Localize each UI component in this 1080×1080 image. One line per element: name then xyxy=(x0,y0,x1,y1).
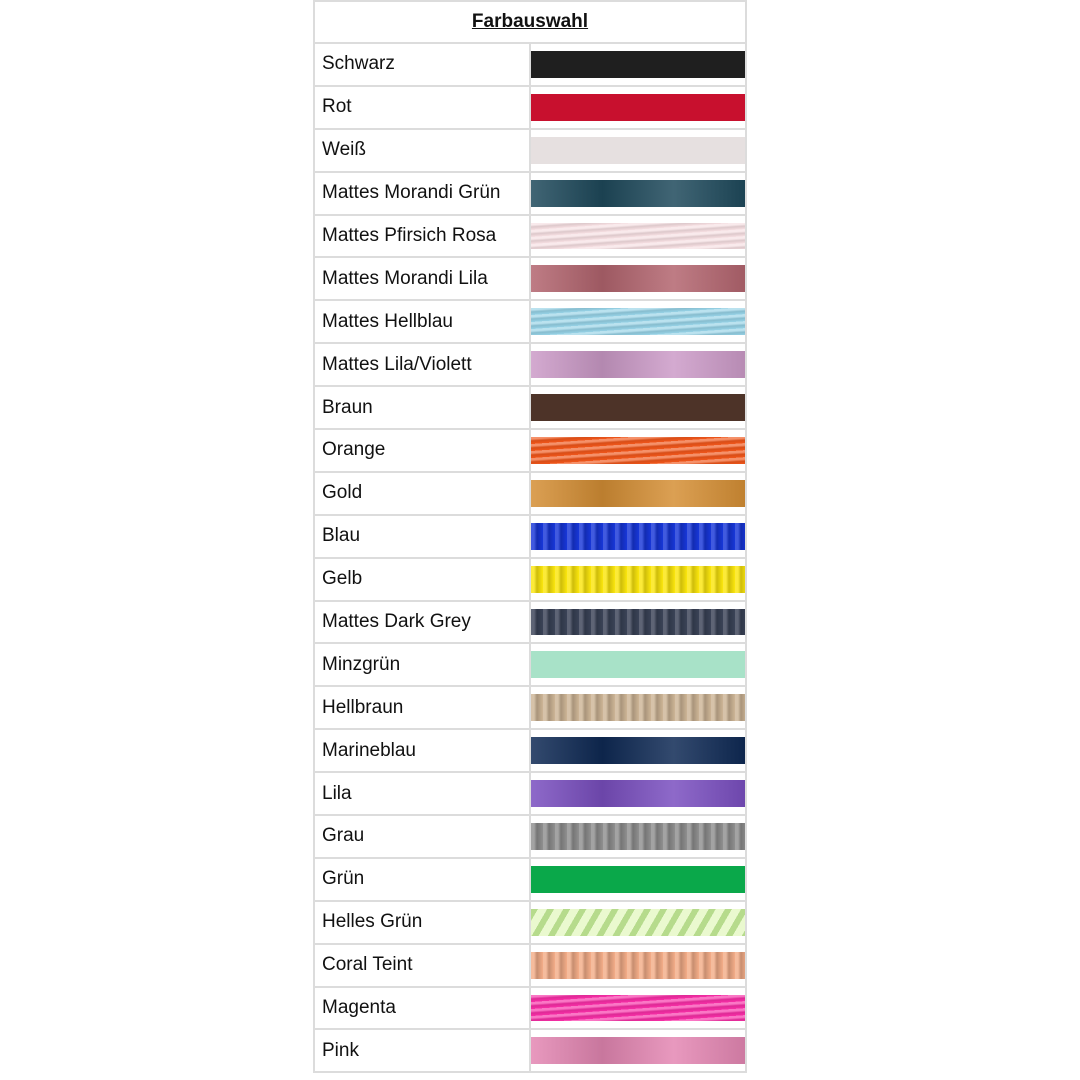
color-swatch xyxy=(531,136,745,164)
color-row: Blau xyxy=(313,513,747,559)
color-swatch-cell xyxy=(529,299,747,345)
color-swatch xyxy=(531,651,745,679)
color-swatch-cell xyxy=(529,942,747,988)
color-swatch xyxy=(531,179,745,207)
color-swatch-cell xyxy=(529,899,747,945)
color-swatch-cell xyxy=(529,42,747,87)
color-row: Coral Teint xyxy=(313,942,747,988)
color-name: Helles Grün xyxy=(313,899,531,945)
color-swatch xyxy=(531,351,745,379)
color-selection-table: Farbauswahl Schwarz Rot Weiß Mattes Morandi… xyxy=(313,0,747,1074)
color-swatch-cell xyxy=(529,1028,747,1074)
color-name: Magenta xyxy=(313,985,531,1031)
color-swatch xyxy=(531,737,745,765)
color-swatch-cell xyxy=(529,856,747,902)
color-swatch-cell xyxy=(529,213,747,259)
color-swatch xyxy=(531,608,745,636)
color-swatch xyxy=(531,908,745,936)
color-row: Lila xyxy=(313,771,747,817)
color-swatch-cell xyxy=(529,170,747,216)
color-row: Grün xyxy=(313,856,747,902)
color-row: Rot xyxy=(313,84,747,130)
color-swatch xyxy=(531,694,745,722)
color-swatch-cell xyxy=(529,685,747,731)
color-name: Orange xyxy=(313,428,531,473)
color-row: Helles Grün xyxy=(313,899,747,945)
color-swatch xyxy=(531,265,745,293)
color-swatch xyxy=(531,1037,745,1065)
color-row: Mattes Morandi Lila xyxy=(313,256,747,302)
color-swatch-cell xyxy=(529,556,747,602)
color-name: Grau xyxy=(313,814,531,859)
color-swatch xyxy=(531,823,745,850)
color-swatch-cell xyxy=(529,599,747,645)
color-swatch-cell xyxy=(529,814,747,859)
color-swatch xyxy=(531,565,745,593)
color-row: Magenta xyxy=(313,985,747,1031)
color-swatch xyxy=(531,308,745,336)
color-name: Hellbraun xyxy=(313,685,531,731)
color-row: Schwarz xyxy=(313,42,747,87)
color-swatch xyxy=(531,394,745,422)
color-swatch-cell xyxy=(529,728,747,774)
color-row: Marineblau xyxy=(313,728,747,774)
color-swatch xyxy=(531,222,745,250)
color-name: Grün xyxy=(313,856,531,902)
color-swatch xyxy=(531,51,745,78)
color-name: Mattes Hellblau xyxy=(313,299,531,345)
color-name: Rot xyxy=(313,84,531,130)
color-swatch xyxy=(531,865,745,893)
color-swatch xyxy=(531,780,745,808)
color-swatch-cell xyxy=(529,470,747,516)
color-swatch-cell xyxy=(529,342,747,388)
color-swatch-cell xyxy=(529,428,747,473)
color-swatch-cell xyxy=(529,84,747,130)
color-swatch-cell xyxy=(529,127,747,173)
color-name: Weiß xyxy=(313,127,531,173)
color-name: Coral Teint xyxy=(313,942,531,988)
table-title: Farbauswahl xyxy=(313,0,747,44)
color-row: Grau xyxy=(313,814,747,859)
color-row: Gelb xyxy=(313,556,747,602)
color-swatch xyxy=(531,994,745,1022)
color-name: Mattes Pfirsich Rosa xyxy=(313,213,531,259)
color-row: Mattes Pfirsich Rosa xyxy=(313,213,747,259)
color-swatch xyxy=(531,522,745,550)
color-name: Pink xyxy=(313,1028,531,1074)
color-name: Mattes Morandi Lila xyxy=(313,256,531,302)
color-row: Mattes Dark Grey xyxy=(313,599,747,645)
color-row: Minzgrün xyxy=(313,642,747,688)
color-row: Pink xyxy=(313,1028,747,1074)
color-row: Mattes Morandi Grün xyxy=(313,170,747,216)
color-swatch xyxy=(531,93,745,121)
color-swatch xyxy=(531,479,745,507)
color-row: Weiß xyxy=(313,127,747,173)
color-row: Mattes Lila/Violett xyxy=(313,342,747,388)
color-name: Gelb xyxy=(313,556,531,602)
color-row: Braun xyxy=(313,385,747,431)
color-name: Schwarz xyxy=(313,42,531,87)
color-swatch-cell xyxy=(529,642,747,688)
color-swatch-cell xyxy=(529,985,747,1031)
color-row: Mattes Hellblau xyxy=(313,299,747,345)
color-swatch xyxy=(531,437,745,464)
color-swatch-cell xyxy=(529,385,747,431)
color-name: Minzgrün xyxy=(313,642,531,688)
color-row: Hellbraun xyxy=(313,685,747,731)
color-swatch-cell xyxy=(529,256,747,302)
color-swatch-cell xyxy=(529,771,747,817)
color-name: Mattes Lila/Violett xyxy=(313,342,531,388)
color-row: Orange xyxy=(313,428,747,473)
color-swatch-cell xyxy=(529,513,747,559)
color-name: Gold xyxy=(313,470,531,516)
color-name: Braun xyxy=(313,385,531,431)
color-name: Mattes Morandi Grün xyxy=(313,170,531,216)
color-name: Mattes Dark Grey xyxy=(313,599,531,645)
color-swatch xyxy=(531,951,745,979)
color-name: Blau xyxy=(313,513,531,559)
color-name: Lila xyxy=(313,771,531,817)
color-name: Marineblau xyxy=(313,728,531,774)
color-row: Gold xyxy=(313,470,747,516)
